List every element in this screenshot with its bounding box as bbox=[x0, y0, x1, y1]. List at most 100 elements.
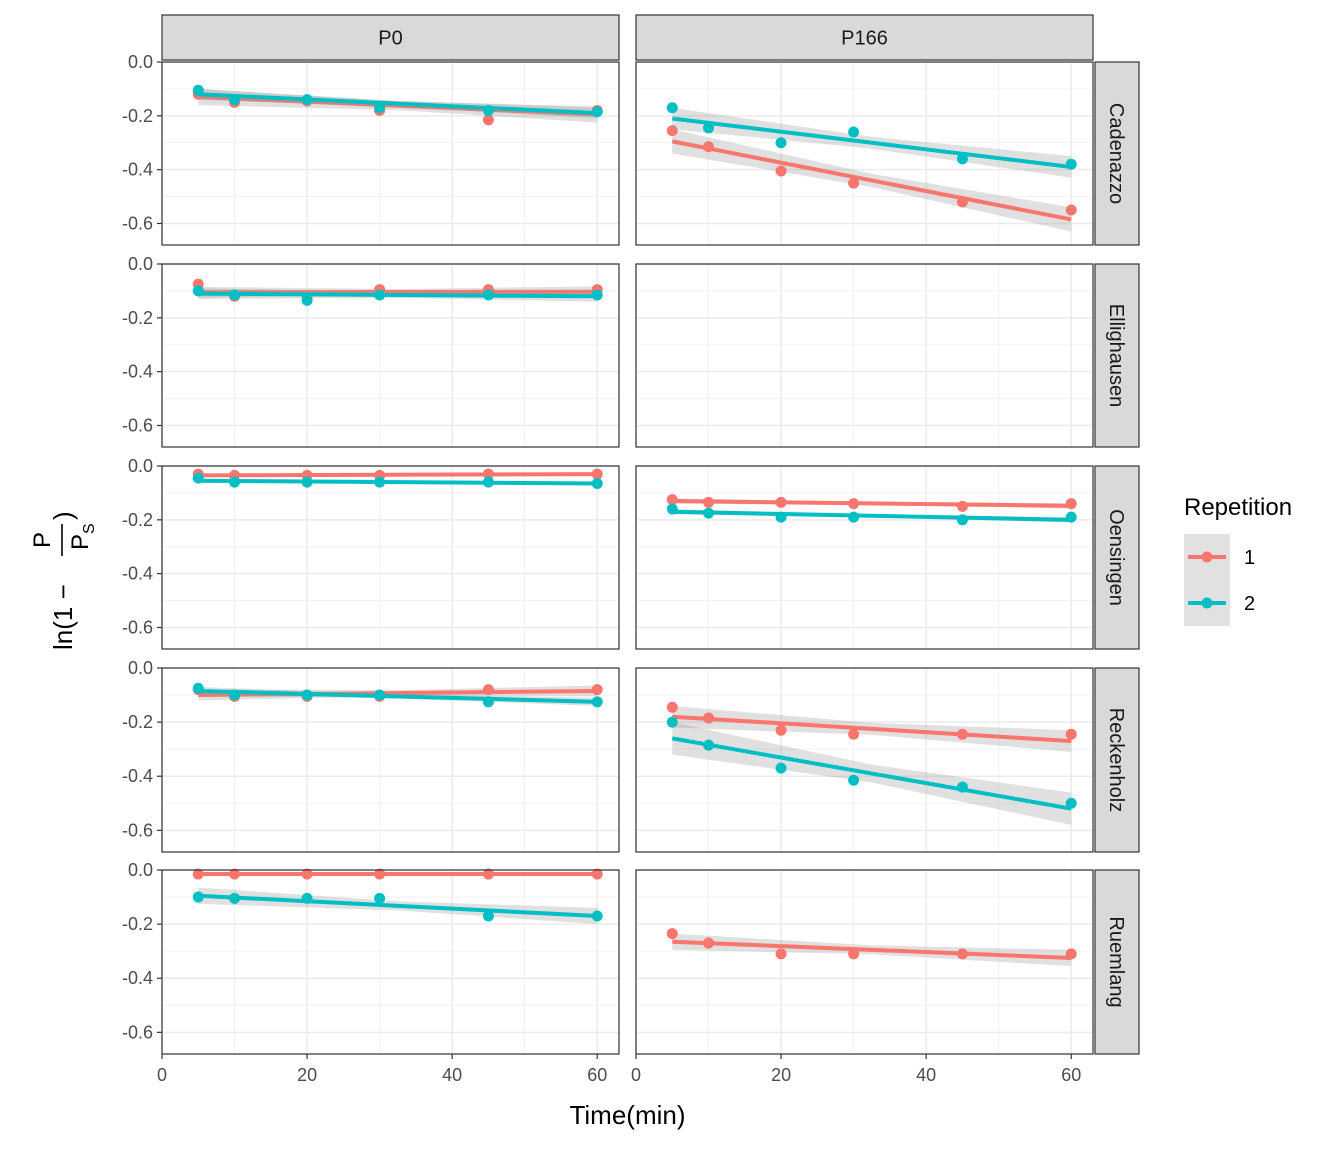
data-point-rep-2 bbox=[666, 716, 678, 728]
y-tick-label: 0.0 bbox=[128, 52, 153, 72]
data-point-rep-1 bbox=[229, 868, 241, 880]
data-point-rep-2 bbox=[374, 102, 386, 114]
data-point-rep-2 bbox=[591, 106, 603, 118]
data-point-rep-1 bbox=[703, 937, 715, 949]
data-point-rep-2 bbox=[775, 511, 787, 523]
data-point-rep-2 bbox=[192, 891, 204, 903]
legend-label: 1 bbox=[1244, 547, 1255, 569]
y-tick-label: 0.0 bbox=[128, 254, 153, 274]
panel-border bbox=[635, 869, 1094, 1055]
data-point-rep-2 bbox=[192, 682, 204, 694]
y-tick-label: -0.6 bbox=[122, 1022, 153, 1042]
data-point-rep-2 bbox=[192, 472, 204, 484]
x-tick-label: 40 bbox=[916, 1065, 936, 1085]
facet-strip-label: Ruemlang bbox=[1105, 916, 1127, 1007]
data-point-rep-2 bbox=[301, 476, 313, 488]
panel-background bbox=[636, 466, 1093, 649]
data-point-rep-2 bbox=[229, 892, 241, 904]
data-point-rep-2 bbox=[703, 507, 715, 519]
data-point-rep-1 bbox=[591, 868, 603, 880]
data-point-rep-2 bbox=[666, 503, 678, 515]
data-point-rep-2 bbox=[848, 774, 860, 786]
y-tick-label: -0.4 bbox=[122, 160, 153, 180]
panel-border bbox=[635, 465, 1094, 650]
y-tick-label: 0.0 bbox=[128, 860, 153, 880]
data-point-rep-2 bbox=[956, 153, 968, 165]
facet-strip-cadenazzo bbox=[1094, 61, 1140, 246]
y-tick-label: -0.4 bbox=[122, 362, 153, 382]
panel-border bbox=[635, 263, 1094, 448]
data-point-rep-1 bbox=[482, 468, 494, 480]
panel-border bbox=[635, 667, 1094, 853]
x-tick-label: 20 bbox=[297, 1065, 317, 1085]
y-tick-label: -0.4 bbox=[122, 766, 153, 786]
data-point-rep-1 bbox=[956, 728, 968, 740]
data-point-rep-2 bbox=[591, 910, 603, 922]
legend-label: 2 bbox=[1244, 593, 1255, 615]
data-point-rep-1 bbox=[848, 498, 860, 510]
facet-strip-p166 bbox=[635, 14, 1094, 61]
y-tick-label: -0.4 bbox=[122, 564, 153, 584]
data-point-rep-1 bbox=[591, 684, 603, 696]
panel-reckenholz-p0: 0.0 -0.2 -0.4 -0.6 bbox=[122, 658, 620, 853]
data-point-rep-2 bbox=[192, 285, 204, 297]
facet-strip-label: P166 bbox=[841, 28, 888, 50]
y-tick-label: 0.0 bbox=[128, 456, 153, 476]
y-axis-title-numerator: P bbox=[29, 532, 56, 548]
data-point-rep-1 bbox=[482, 684, 494, 696]
panel-border bbox=[161, 869, 620, 1055]
data-point-rep-2 bbox=[703, 122, 715, 134]
data-point-rep-2 bbox=[775, 762, 787, 774]
panel-ruemlang-p166: 0 20 40 60 bbox=[631, 869, 1094, 1085]
data-point-rep-2 bbox=[666, 102, 678, 114]
data-point-rep-1 bbox=[703, 712, 715, 724]
panel-border bbox=[161, 61, 620, 246]
data-point-rep-2 bbox=[482, 289, 494, 301]
x-tick-label: 20 bbox=[771, 1065, 791, 1085]
data-point-rep-2 bbox=[482, 910, 494, 922]
data-point-rep-1 bbox=[1065, 728, 1077, 740]
panel-background bbox=[162, 466, 619, 649]
data-point-rep-2 bbox=[482, 696, 494, 708]
x-axis-title: Time(min) bbox=[569, 1100, 685, 1130]
data-point-rep-1 bbox=[301, 868, 313, 880]
legend-key-point bbox=[1201, 551, 1213, 563]
panel-border bbox=[635, 61, 1094, 246]
fit-line-rep-2 bbox=[198, 478, 598, 486]
y-tick-label: -0.6 bbox=[122, 213, 153, 233]
y-tick-label: -0.6 bbox=[122, 617, 153, 637]
data-point-rep-1 bbox=[482, 868, 494, 880]
facet-strip-label: Oensingen bbox=[1105, 509, 1127, 606]
panel-cadenazzo-p166 bbox=[635, 61, 1094, 246]
data-point-rep-2 bbox=[301, 94, 313, 106]
data-point-rep-1 bbox=[1065, 204, 1077, 216]
fit-line-rep-2 bbox=[198, 689, 598, 704]
facet-strip-label: P0 bbox=[378, 28, 402, 50]
data-point-rep-2 bbox=[1065, 797, 1077, 809]
facet-strip-label: Reckenholz bbox=[1105, 708, 1127, 813]
data-point-rep-2 bbox=[591, 289, 603, 301]
legend-title: Repetition bbox=[1184, 494, 1292, 521]
data-point-rep-1 bbox=[956, 196, 968, 208]
fit-line-rep-2 bbox=[198, 291, 598, 299]
data-point-rep-1 bbox=[591, 468, 603, 480]
data-point-rep-2 bbox=[1065, 511, 1077, 523]
facet-strip-p0 bbox=[161, 14, 620, 61]
data-point-rep-2 bbox=[374, 476, 386, 488]
panel-ellighausen-p166 bbox=[635, 263, 1094, 448]
data-point-rep-1 bbox=[703, 141, 715, 153]
data-point-rep-2 bbox=[775, 137, 787, 149]
panel-background bbox=[636, 264, 1093, 447]
panel-reckenholz-p166 bbox=[635, 667, 1094, 853]
facet-strip-ruemlang bbox=[1094, 869, 1140, 1055]
data-point-rep-2 bbox=[301, 892, 313, 904]
panel-ruemlang-p0: 0.0 -0.2 -0.4 -0.6 0 20 40 60 bbox=[122, 860, 620, 1085]
data-point-rep-1 bbox=[666, 928, 678, 940]
y-tick-label: -0.6 bbox=[122, 415, 153, 435]
data-point-rep-2 bbox=[591, 696, 603, 708]
fit-line-rep-1 bbox=[672, 498, 1072, 508]
data-point-rep-1 bbox=[1065, 948, 1077, 960]
facet-strip-label: Ellighausen bbox=[1105, 304, 1127, 407]
legend-key-point bbox=[1201, 597, 1213, 609]
